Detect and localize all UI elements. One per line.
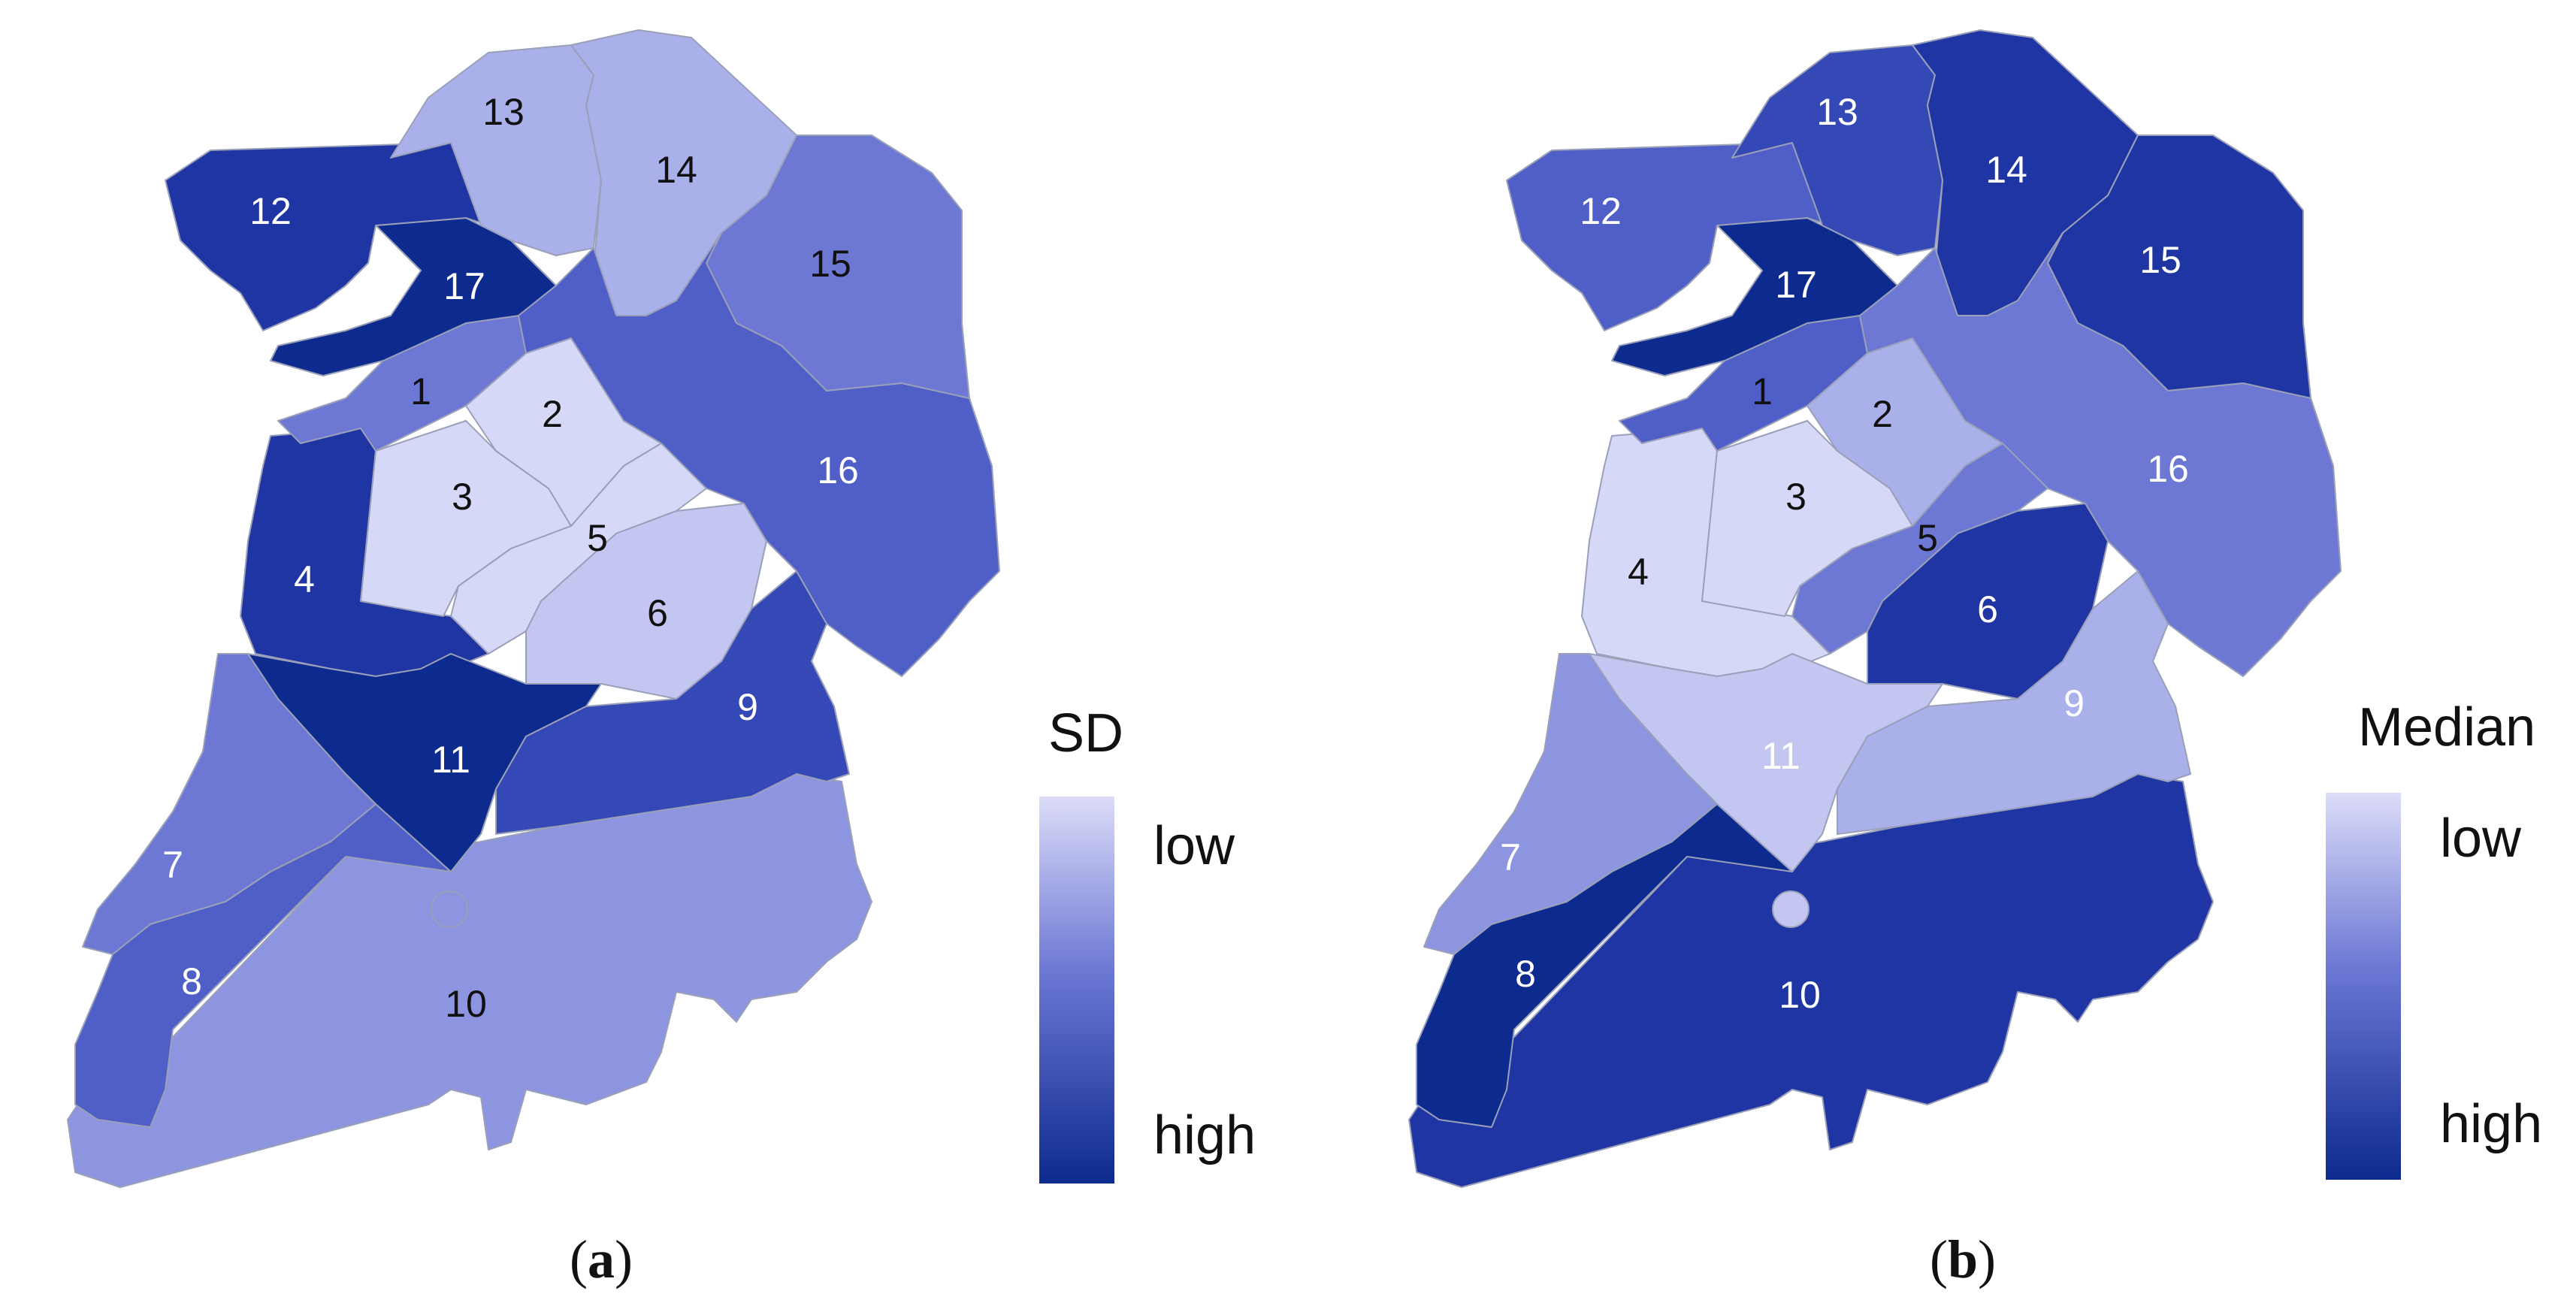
district-label-8: 8 <box>1515 953 1536 995</box>
legend-low-label: low <box>1153 816 1235 876</box>
district-6 <box>525 503 767 700</box>
legend-color-bar <box>1039 797 1114 1184</box>
district-label-6: 6 <box>647 592 668 634</box>
district-label-9: 9 <box>2064 682 2085 724</box>
district-label-14: 14 <box>1985 149 2027 191</box>
legend-title-median: Median <box>2358 697 2535 757</box>
district-label-5: 5 <box>587 517 608 559</box>
district-label-5: 5 <box>1917 517 1938 559</box>
district-label-9: 9 <box>737 686 758 728</box>
district-label-12: 12 <box>1580 190 1622 232</box>
district-label-2: 2 <box>1872 393 1893 435</box>
district-16 <box>518 232 1000 677</box>
district-label-8: 8 <box>181 960 202 1002</box>
district-8 <box>74 803 452 1128</box>
legend-high-label: high <box>2440 1094 2542 1154</box>
district-label-11: 11 <box>431 739 470 781</box>
district-10 <box>1408 773 2214 1188</box>
district-label-6: 6 <box>1977 588 1998 630</box>
district-label-7: 7 <box>1500 836 1521 878</box>
district-label-7: 7 <box>162 844 183 886</box>
district-label-13: 13 <box>1816 91 1858 133</box>
legend-title-sd: SD <box>1048 703 1123 763</box>
district-label-3: 3 <box>452 476 473 518</box>
panel-caption-a: (a) <box>570 1229 633 1289</box>
district-10 <box>67 773 872 1188</box>
district-label-17: 17 <box>1775 264 1817 306</box>
district-label-12: 12 <box>249 190 292 232</box>
district-8 <box>1416 803 1793 1128</box>
district-label-4: 4 <box>294 558 315 600</box>
legend-color-bar <box>2326 793 2401 1180</box>
district-label-15: 15 <box>2139 239 2181 281</box>
district-label-15: 15 <box>809 243 851 285</box>
district-label-13: 13 <box>482 91 525 133</box>
district-17 <box>1611 217 1898 376</box>
district-label-17: 17 <box>443 265 485 307</box>
district-11-dot <box>1772 890 1810 928</box>
district-label-16: 16 <box>2147 448 2189 490</box>
district-10-dot <box>431 890 468 928</box>
district-label-10: 10 <box>1779 974 1821 1016</box>
legend-high-label: high <box>1153 1105 1256 1165</box>
district-label-3: 3 <box>1785 476 1807 518</box>
district-17 <box>270 217 557 376</box>
panel-caption-b: (b) <box>1930 1229 1996 1289</box>
district-16 <box>1859 232 2342 677</box>
district-6 <box>1867 503 2109 700</box>
district-label-1: 1 <box>1752 370 1773 413</box>
district-label-16: 16 <box>817 449 859 491</box>
district-label-14: 14 <box>655 149 697 191</box>
district-label-11: 11 <box>1761 735 1800 777</box>
map-panel-a: 1 2 3 4 5 6 7 8 9 10 11 12 13 14 15 16 1… <box>67 29 1256 1289</box>
district-label-1: 1 <box>410 370 431 413</box>
map-panel-b: 1 2 3 4 5 6 7 8 9 10 11 12 13 14 15 16 1… <box>1408 29 2542 1289</box>
district-label-10: 10 <box>445 983 487 1025</box>
district-label-2: 2 <box>542 393 563 435</box>
legend-low-label: low <box>2440 809 2522 869</box>
district-label-4: 4 <box>1628 551 1649 593</box>
